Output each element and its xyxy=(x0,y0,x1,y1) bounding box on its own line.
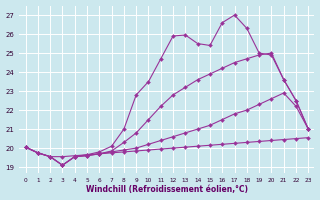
X-axis label: Windchill (Refroidissement éolien,°C): Windchill (Refroidissement éolien,°C) xyxy=(86,185,248,194)
